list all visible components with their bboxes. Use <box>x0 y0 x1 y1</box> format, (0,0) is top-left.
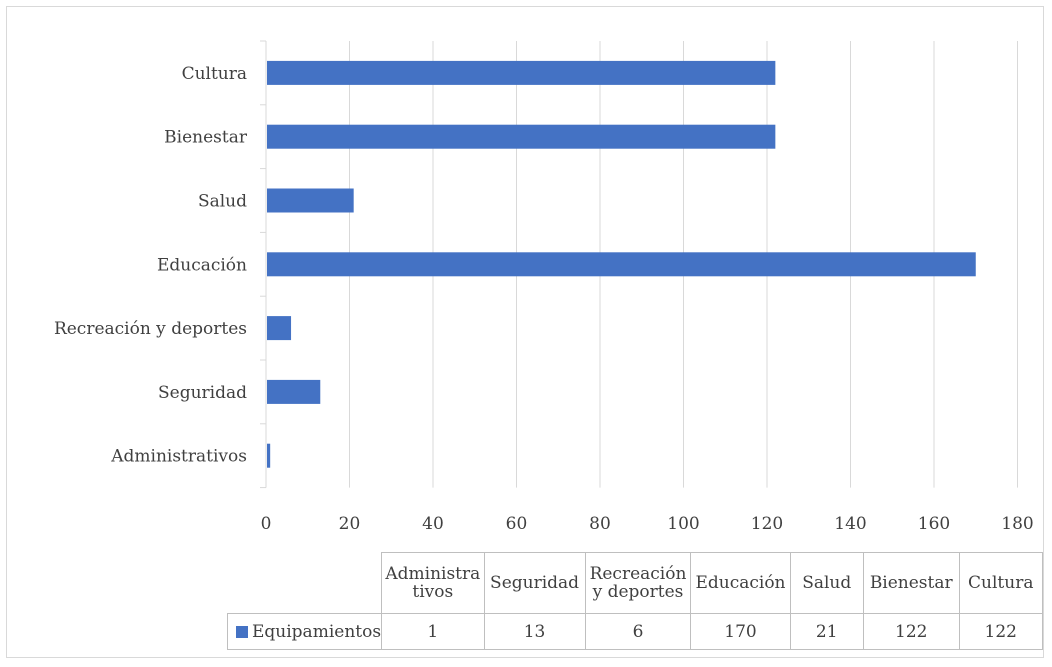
bar-chart: 0 20 40 60 80 100 120 140 160 180 Administrativos S… <box>54 40 1034 534</box>
bar-salud <box>267 188 354 213</box>
data-table-value-cell: 13 <box>483 613 586 650</box>
data-table-value-cell: 170 <box>690 613 791 650</box>
x-tick-label: 120 <box>751 514 783 534</box>
category-label: Salud <box>198 192 247 212</box>
legend-cell: Equipamientos <box>226 613 383 650</box>
data-table-header-cell: Recreación y deportes <box>584 552 692 614</box>
category-label: Seguridad <box>158 383 247 403</box>
data-table-header-cell: Cultura <box>958 552 1044 614</box>
data-table-value-cell: 6 <box>584 613 692 650</box>
bar-administrativos <box>267 443 271 468</box>
category-label: Cultura <box>182 64 247 84</box>
category-label: Bienestar <box>164 128 248 148</box>
data-table-header-cell: Salud <box>789 552 864 614</box>
square-legend-icon <box>236 626 248 638</box>
x-tick-label: 160 <box>918 514 950 534</box>
x-tick-label: 180 <box>1001 514 1033 534</box>
x-tick-label: 20 <box>339 514 361 534</box>
x-tick-label: 0 <box>261 514 272 534</box>
data-table-value-cell: 1 <box>381 613 485 650</box>
x-tick-label: 60 <box>506 514 528 534</box>
data-table-header-cell: Bienestar <box>862 552 960 614</box>
x-tick-label: 140 <box>834 514 866 534</box>
data-table: Administra tivos Seguridad Recreación y depo… <box>226 552 1044 650</box>
data-table-header-cell: Seguridad <box>483 552 586 614</box>
data-table-value-cell: 122 <box>958 613 1044 650</box>
category-label: Recreación y deportes <box>54 319 247 339</box>
category-label: Administrativos <box>110 447 247 467</box>
data-table-header-cell: Educación <box>690 552 791 614</box>
x-tick-label: 80 <box>589 514 611 534</box>
data-table-value-cell: 122 <box>862 613 960 650</box>
legend-label: Equipamientos <box>252 621 382 642</box>
data-table-value-row: Equipamientos 1 13 6 170 21 122 122 <box>226 613 1044 650</box>
bar-bienestar <box>267 124 776 149</box>
bar-cultura <box>267 60 776 85</box>
data-table-header-cell: Administra tivos <box>381 552 485 614</box>
x-tick-label: 100 <box>667 514 699 534</box>
chart-frame: 0 20 40 60 80 100 120 140 160 180 Administrativos S… <box>6 6 1044 658</box>
data-table-corner <box>228 553 382 614</box>
data-table-header-row: Administra tivos Seguridad Recreación y depo… <box>228 552 1044 614</box>
bar-seguridad <box>267 379 321 404</box>
category-label: Educación <box>157 255 247 275</box>
bar-educación <box>267 252 976 277</box>
data-table-value-cell: 21 <box>789 613 864 650</box>
x-tick-label: 40 <box>422 514 444 534</box>
bar-recreación-y-deportes <box>267 316 292 341</box>
